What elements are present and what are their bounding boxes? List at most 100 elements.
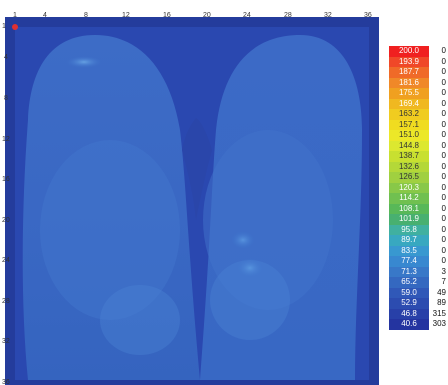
legend-row: 187.7 [389, 67, 429, 78]
legend-row: 200.0 [389, 46, 429, 57]
x-tick-label: 32 [324, 12, 332, 19]
legend-value-swatch: 169.4 [389, 99, 429, 110]
legend-row: 163.2 [389, 109, 429, 120]
legend-row: 65.2 [389, 277, 429, 288]
legend-row: 59.0 [389, 288, 429, 299]
legend-count: 0 [432, 246, 446, 257]
legend-count: 0 [432, 151, 446, 162]
legend-value-swatch: 138.7 [389, 151, 429, 162]
legend-value-swatch: 77.4 [389, 256, 429, 267]
y-tick-label: 28 [2, 298, 10, 305]
legend-value-swatch: 108.1 [389, 204, 429, 215]
legend-value-swatch: 187.7 [389, 67, 429, 78]
legend-count: 7 [432, 277, 446, 288]
y-tick-label: 32 [2, 338, 10, 345]
legend-row: 181.6 [389, 78, 429, 89]
y-tick-label: 20 [2, 217, 10, 224]
legend-row: 108.1 [389, 204, 429, 215]
legend-row: 132.6 [389, 162, 429, 173]
legend-value-swatch: 132.6 [389, 162, 429, 173]
legend-row: 193.9 [389, 57, 429, 68]
legend-row: 126.5 [389, 172, 429, 183]
legend-count: 0 [432, 141, 446, 152]
legend-count: 0 [432, 130, 446, 141]
legend-row: 83.5 [389, 246, 429, 257]
legend-row: 77.4 [389, 256, 429, 267]
legend-row: 138.7 [389, 151, 429, 162]
y-tick-label: 4 [4, 54, 8, 61]
y-tick-label: 36 [2, 379, 10, 385]
legend-value-swatch: 40.6 [389, 319, 429, 330]
legend-value-swatch: 157.1 [389, 120, 429, 131]
legend-count: 0 [432, 183, 446, 194]
legend-value-swatch: 126.5 [389, 172, 429, 183]
y-tick-label: 12 [2, 136, 10, 143]
legend-count: 0 [432, 204, 446, 215]
legend-count: 0 [432, 256, 446, 267]
x-tick-label: 1 [13, 12, 17, 19]
legend-row: 175.5 [389, 88, 429, 99]
y-tick-label: 1 [2, 23, 6, 30]
legend-value-swatch: 83.5 [389, 246, 429, 257]
legend-value-swatch: 181.6 [389, 78, 429, 89]
legend-count: 0 [432, 162, 446, 173]
peak-top-left [66, 56, 102, 68]
y-tick-label: 8 [4, 95, 8, 102]
legend-count: 0 [432, 120, 446, 131]
legend-count: 0 [432, 78, 446, 89]
x-tick-label: 8 [84, 12, 88, 19]
legend-value-swatch: 163.2 [389, 109, 429, 120]
legend-row: 101.9 [389, 214, 429, 225]
legend-count: 0 [432, 88, 446, 99]
legend-row: 144.8 [389, 141, 429, 152]
legend-value-swatch: 52.9 [389, 298, 429, 309]
legend-count: 49 [432, 288, 446, 299]
legend-count: 0 [432, 67, 446, 78]
legend-row: 71.3 [389, 267, 429, 278]
legend-count: 315 [432, 309, 446, 320]
legend-value-swatch: 193.9 [389, 57, 429, 68]
legend-row: 120.3 [389, 183, 429, 194]
legend-value-swatch: 151.0 [389, 130, 429, 141]
legend-row: 114.2 [389, 193, 429, 204]
legend-value-swatch: 144.8 [389, 141, 429, 152]
legend-count: 303 [432, 319, 446, 330]
legend-row: 52.9 [389, 298, 429, 309]
legend-value-swatch: 71.3 [389, 267, 429, 278]
legend-value-swatch: 95.8 [389, 225, 429, 236]
legend-value-swatch: 175.5 [389, 88, 429, 99]
legend-value-swatch: 46.8 [389, 309, 429, 320]
legend-row: 40.6 [389, 319, 429, 330]
legend-count: 0 [432, 225, 446, 236]
x-tick-label: 20 [203, 12, 211, 19]
y-tick-label: 24 [2, 257, 10, 264]
x-tick-label: 16 [163, 12, 171, 19]
legend-row: 46.8 [389, 309, 429, 320]
legend-row: 157.1 [389, 120, 429, 131]
peak-low-right [236, 258, 264, 278]
legend-value-swatch: 120.3 [389, 183, 429, 194]
lower-left-patch [100, 285, 180, 355]
y-tick-label: 16 [2, 176, 10, 183]
legend-count: 0 [432, 172, 446, 183]
legend-row: 169.4 [389, 99, 429, 110]
legend-row: 89.7 [389, 235, 429, 246]
legend-row: 95.8 [389, 225, 429, 236]
legend-value-swatch: 89.7 [389, 235, 429, 246]
x-tick-label: 4 [43, 12, 47, 19]
legend-value-swatch: 114.2 [389, 193, 429, 204]
origin-marker[interactable] [12, 24, 18, 30]
legend-count: 0 [432, 57, 446, 68]
x-tick-label: 12 [122, 12, 130, 19]
legend-count: 0 [432, 193, 446, 204]
legend-value-swatch: 101.9 [389, 214, 429, 225]
legend-count: 89 [432, 298, 446, 309]
x-tick-label: 28 [284, 12, 292, 19]
x-tick-label: 36 [364, 12, 372, 19]
legend-count: 0 [432, 46, 446, 57]
x-tick-label: 24 [243, 12, 251, 19]
legend-count: 0 [432, 235, 446, 246]
legend-value-swatch: 200.0 [389, 46, 429, 57]
legend-count: 3 [432, 267, 446, 278]
